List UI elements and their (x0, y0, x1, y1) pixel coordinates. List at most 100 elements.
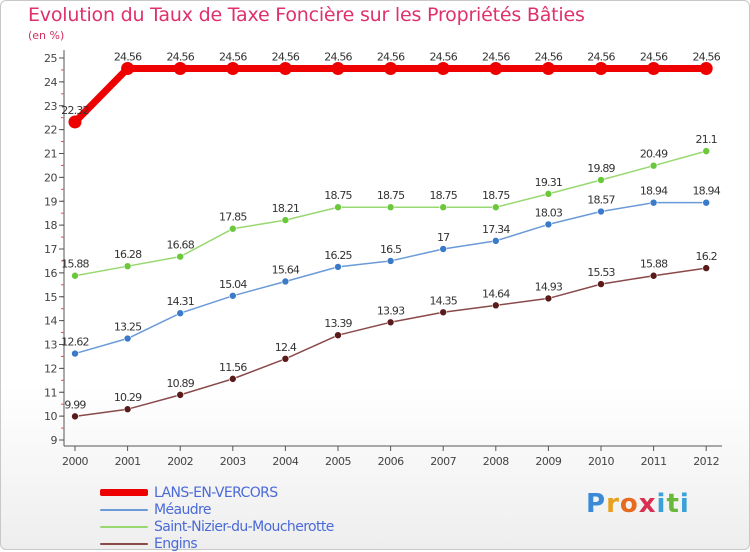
y-tick-label: 13 (44, 339, 57, 352)
data-point-m-audre (439, 245, 448, 253)
legend-label: Engins (154, 535, 198, 552)
y-tick-label: 10 (44, 410, 57, 423)
legend-swatch (100, 508, 148, 511)
legend-item: LANS-EN-VERCORS (100, 484, 334, 501)
series-markers-group (68, 62, 713, 421)
logo-letter: x (638, 489, 657, 519)
x-tick-label: 2007 (430, 455, 456, 468)
y-tick-label: 14 (44, 315, 57, 328)
data-point-m-audre (176, 309, 184, 318)
data-label-lans-en-vercors: 24.56 (324, 51, 352, 64)
data-point-m-audre (491, 237, 500, 245)
legend-item: Méaudre (100, 501, 334, 518)
data-point-lans-en-vercors (278, 62, 292, 76)
x-tick-label: 2009 (535, 455, 561, 468)
x-tick-label: 2004 (272, 455, 298, 468)
data-point-lans-en-vercors (489, 62, 503, 76)
data-label-m-audre: 16.25 (324, 249, 352, 262)
data-label-lans-en-vercors: 24.56 (114, 51, 142, 64)
y-tick-label: 24 (44, 76, 57, 89)
x-tick-label: 2012 (693, 455, 719, 468)
y-tick-label: 21 (44, 148, 57, 161)
legend-swatch (100, 489, 148, 496)
data-point-engins (71, 412, 79, 421)
x-tick-label: 2005 (325, 455, 351, 468)
series-line-lans-en-vercors (71, 65, 710, 126)
data-point-engins (123, 405, 132, 414)
data-label-engins: 12.4 (275, 341, 297, 354)
chart-title: Evolution du Taux de Taxe Foncière sur l… (28, 4, 585, 26)
data-point-m-audre (334, 263, 342, 271)
x-tick-label: 2008 (483, 455, 509, 468)
data-point-engins (176, 391, 184, 399)
data-point-m-audre (386, 257, 395, 265)
data-label-lans-en-vercors: 24.56 (535, 51, 563, 64)
data-point-saint-nizier-du-moucherotte (229, 224, 237, 233)
y-tick-label: 18 (44, 219, 57, 232)
data-point-engins (491, 301, 500, 310)
data-label-engins: 13.39 (324, 317, 352, 330)
legend: LANS-EN-VERCORS Méaudre Saint-Nizier-du-Mo… (100, 484, 334, 552)
y-tick-label: 17 (44, 243, 57, 256)
data-label-lans-en-vercors: 24.56 (272, 51, 300, 64)
data-label-saint-nizier-du-moucherotte: 16.28 (114, 248, 142, 261)
data-label-saint-nizier-du-moucherotte: 18.75 (377, 189, 405, 202)
data-label-m-audre: 18.94 (640, 185, 668, 198)
data-label-saint-nizier-du-moucherotte: 21.1 (696, 133, 717, 146)
data-point-engins (544, 294, 553, 303)
data-point-m-audre (702, 198, 711, 207)
y-tick-label: 19 (44, 195, 57, 208)
y-tick-label: 12 (44, 362, 57, 375)
data-label-lans-en-vercors: 24.56 (692, 51, 720, 64)
data-point-engins (597, 280, 605, 288)
data-label-engins: 9.99 (64, 398, 86, 411)
data-point-saint-nizier-du-moucherotte (386, 203, 395, 212)
data-label-saint-nizier-du-moucherotte: 18.21 (272, 202, 300, 215)
data-label-m-audre: 16.5 (380, 243, 402, 256)
y-tick-label: 11 (44, 386, 57, 399)
data-point-lans-en-vercors (173, 62, 187, 76)
data-label-lans-en-vercors: 24.56 (640, 51, 668, 64)
data-label-saint-nizier-du-moucherotte: 20.49 (640, 148, 668, 161)
data-point-m-audre (544, 220, 553, 229)
data-point-lans-en-vercors (436, 62, 450, 76)
data-point-saint-nizier-du-moucherotte (544, 190, 553, 198)
data-point-engins (439, 308, 448, 317)
y-unit-label: (en %) (28, 29, 65, 42)
data-label-engins: 11.56 (219, 361, 247, 374)
y-tick-label: 22 (44, 124, 57, 137)
data-label-m-audre: 14.31 (166, 295, 194, 308)
y-tick-label: 20 (44, 171, 57, 184)
x-tick-label: 2011 (641, 455, 667, 468)
data-point-lans-en-vercors (541, 62, 555, 76)
data-point-engins (229, 375, 237, 383)
legend-swatch (100, 525, 148, 528)
data-label-saint-nizier-du-moucherotte: 15.88 (61, 258, 89, 271)
y-tick-label: 15 (44, 291, 57, 304)
data-label-engins: 14.93 (535, 280, 563, 293)
data-point-saint-nizier-du-moucherotte (176, 252, 184, 261)
data-point-saint-nizier-du-moucherotte (123, 262, 132, 270)
data-point-engins (281, 355, 290, 363)
data-label-saint-nizier-du-moucherotte: 18.75 (482, 189, 510, 202)
legend-swatch (100, 542, 148, 545)
legend-label: Saint-Nizier-du-Moucherotte (154, 518, 334, 535)
data-label-saint-nizier-du-moucherotte: 18.75 (429, 189, 457, 202)
data-label-lans-en-vercors: 24.56 (166, 51, 194, 64)
data-label-lans-en-vercors: 24.56 (587, 51, 615, 64)
data-label-m-audre: 17.34 (482, 223, 510, 236)
x-tick-label: 2002 (167, 455, 193, 468)
logo-letter: i (679, 489, 690, 519)
data-label-m-audre: 15.64 (272, 263, 300, 276)
data-label-saint-nizier-du-moucherotte: 19.31 (535, 176, 563, 189)
axes-group: 9 10 11 12 13 14 15 16 17 18 19 20 21 22 23 24 25 2000 200… (44, 50, 722, 468)
data-point-saint-nizier-du-moucherotte (334, 203, 342, 212)
x-tick-label: 2003 (220, 455, 246, 468)
data-point-saint-nizier-du-moucherotte (491, 203, 500, 212)
legend-label: LANS-EN-VERCORS (154, 484, 278, 501)
data-label-lans-en-vercors: 24.56 (429, 51, 457, 64)
data-point-saint-nizier-du-moucherotte (702, 147, 711, 155)
data-point-saint-nizier-du-moucherotte (597, 176, 605, 184)
data-label-engins: 15.88 (640, 258, 668, 271)
data-label-saint-nizier-du-moucherotte: 18.75 (324, 189, 352, 202)
